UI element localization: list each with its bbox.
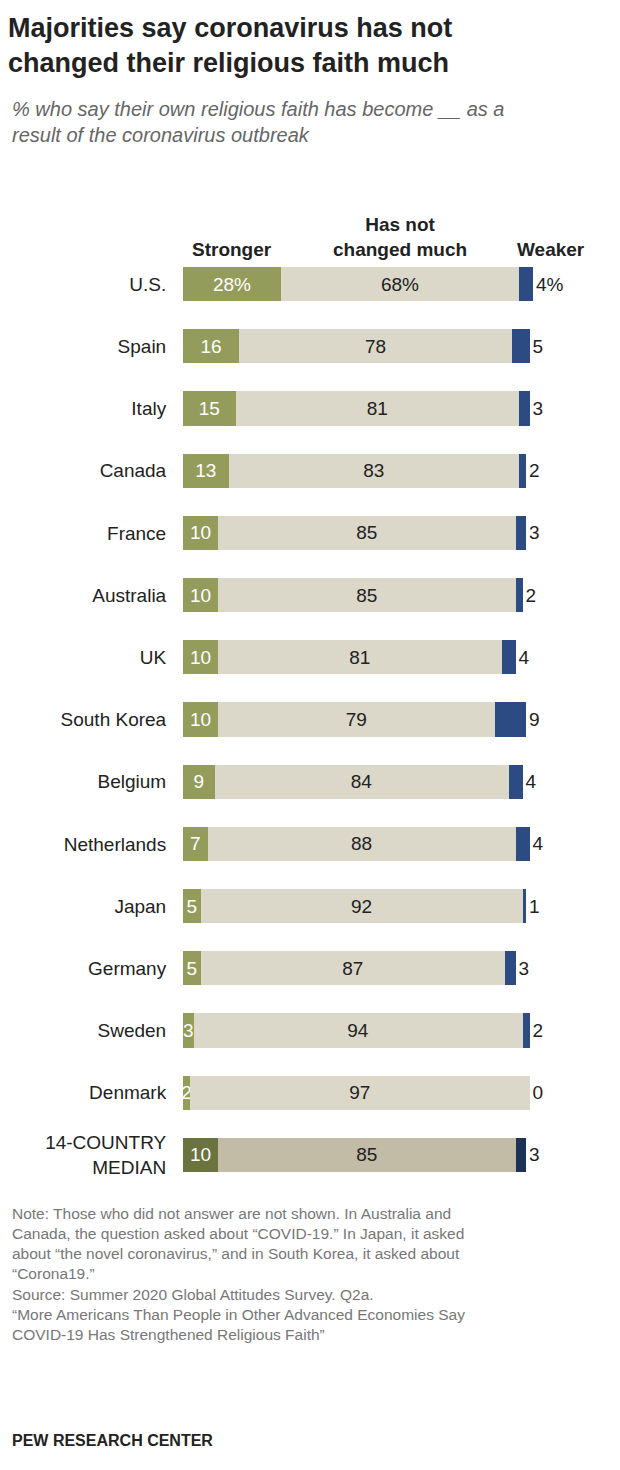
svg-text:3: 3: [529, 522, 540, 543]
svg-text:81: 81: [349, 647, 370, 668]
svg-text:South Korea: South Korea: [61, 709, 167, 730]
svg-text:7: 7: [190, 833, 201, 854]
svg-text:79: 79: [346, 709, 367, 730]
svg-text:87: 87: [342, 958, 363, 979]
svg-text:3: 3: [533, 398, 544, 419]
svg-text:10: 10: [190, 1144, 211, 1165]
svg-text:U.S.: U.S.: [129, 274, 166, 295]
svg-text:85: 85: [356, 585, 377, 606]
svg-text:UK: UK: [140, 647, 167, 668]
svg-text:Spain: Spain: [118, 336, 167, 357]
svg-text:85: 85: [356, 1144, 377, 1165]
svg-text:5: 5: [533, 336, 544, 357]
svg-text:88: 88: [351, 833, 372, 854]
svg-text:3: 3: [529, 1144, 540, 1165]
svg-text:81: 81: [367, 398, 388, 419]
svg-text:Weaker: Weaker: [517, 239, 585, 260]
svg-text:84: 84: [351, 771, 373, 792]
svg-text:16: 16: [200, 336, 221, 357]
svg-text:2: 2: [181, 1082, 192, 1103]
svg-text:28%: 28%: [213, 274, 251, 295]
svg-text:4%: 4%: [536, 274, 564, 295]
svg-text:4: 4: [526, 771, 537, 792]
svg-text:Majorities say coronavirus has: Majorities say coronavirus has notchange…: [8, 13, 452, 78]
svg-text:Belgium: Belgium: [98, 771, 167, 792]
svg-text:Canada: Canada: [100, 460, 167, 481]
svg-text:78: 78: [365, 336, 386, 357]
svg-text:5: 5: [186, 958, 197, 979]
svg-text:10: 10: [190, 709, 211, 730]
svg-text:2: 2: [533, 1020, 544, 1041]
svg-text:2: 2: [526, 585, 537, 606]
svg-text:10: 10: [190, 647, 211, 668]
svg-text:France: France: [107, 523, 166, 544]
svg-text:Denmark: Denmark: [89, 1082, 167, 1103]
svg-text:5: 5: [186, 896, 197, 917]
svg-text:Germany: Germany: [88, 958, 167, 979]
svg-text:13: 13: [195, 460, 216, 481]
svg-text:PEW RESEARCH CENTER: PEW RESEARCH CENTER: [12, 1432, 213, 1449]
svg-text:68%: 68%: [381, 274, 419, 295]
svg-text:92: 92: [351, 896, 372, 917]
svg-text:Italy: Italy: [131, 398, 166, 419]
svg-text:15: 15: [199, 398, 220, 419]
svg-text:0: 0: [533, 1082, 544, 1103]
svg-text:9: 9: [529, 709, 540, 730]
svg-text:1: 1: [529, 896, 540, 917]
svg-text:94: 94: [347, 1020, 369, 1041]
svg-text:Stronger: Stronger: [192, 239, 272, 260]
svg-text:3: 3: [519, 958, 530, 979]
svg-text:Australia: Australia: [92, 585, 166, 606]
svg-text:85: 85: [356, 522, 377, 543]
svg-text:83: 83: [363, 460, 384, 481]
svg-text:4: 4: [533, 833, 544, 854]
svg-text:Japan: Japan: [114, 896, 166, 917]
svg-text:4: 4: [519, 647, 530, 668]
svg-text:% who say their own religious: % who say their own religious faith has …: [12, 98, 505, 146]
svg-text:Netherlands: Netherlands: [64, 834, 166, 855]
svg-text:3: 3: [183, 1020, 194, 1041]
svg-text:97: 97: [349, 1082, 370, 1103]
svg-text:Sweden: Sweden: [98, 1020, 167, 1041]
svg-text:9: 9: [193, 771, 204, 792]
svg-text:2: 2: [529, 460, 540, 481]
svg-text:10: 10: [190, 522, 211, 543]
svg-text:14-COUNTRYMEDIAN: 14-COUNTRYMEDIAN: [45, 1132, 166, 1178]
svg-text:Note: Those who did not answer: Note: Those who did not answer are not s…: [12, 1205, 465, 1343]
svg-text:Has notchanged much: Has notchanged much: [333, 214, 467, 260]
svg-text:10: 10: [190, 585, 211, 606]
